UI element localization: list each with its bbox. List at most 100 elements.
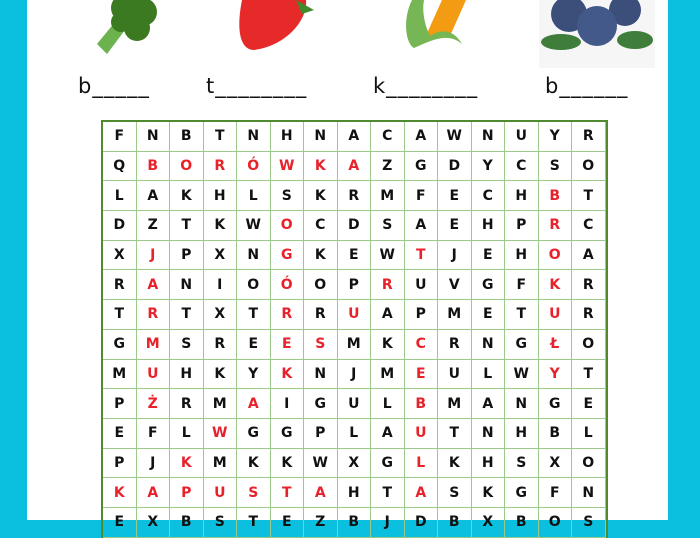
- grid-cell[interactable]: H: [471, 448, 505, 479]
- grid-cell[interactable]: C: [505, 151, 539, 182]
- grid-cell[interactable]: W: [505, 359, 539, 390]
- grid-cell[interactable]: G: [270, 240, 304, 271]
- grid-cell[interactable]: U: [337, 389, 371, 419]
- grid-cell[interactable]: X: [203, 300, 237, 330]
- grid-cell[interactable]: S: [237, 478, 271, 508]
- grid-cell[interactable]: T: [170, 211, 204, 241]
- grid-cell[interactable]: M: [337, 329, 371, 360]
- grid-cell[interactable]: M: [203, 389, 237, 419]
- grid-cell[interactable]: R: [572, 122, 606, 152]
- grid-cell[interactable]: G: [304, 389, 338, 419]
- grid-cell[interactable]: S: [538, 151, 572, 182]
- grid-cell[interactable]: X: [103, 240, 137, 271]
- grid-cell[interactable]: K: [203, 359, 237, 390]
- grid-cell[interactable]: W: [438, 122, 472, 152]
- grid-cell[interactable]: T: [237, 507, 271, 538]
- grid-cell[interactable]: T: [371, 478, 405, 508]
- grid-cell[interactable]: L: [371, 389, 405, 419]
- grid-cell[interactable]: E: [103, 418, 137, 449]
- grid-cell[interactable]: N: [237, 240, 271, 271]
- grid-cell[interactable]: J: [136, 448, 170, 479]
- grid-cell[interactable]: P: [505, 211, 539, 241]
- grid-cell[interactable]: D: [438, 151, 472, 182]
- grid-cell[interactable]: H: [505, 418, 539, 449]
- grid-cell[interactable]: O: [304, 270, 338, 301]
- grid-cell[interactable]: S: [270, 181, 304, 212]
- grid-cell[interactable]: K: [237, 448, 271, 479]
- grid-cell[interactable]: G: [471, 270, 505, 301]
- grid-cell[interactable]: D: [404, 507, 438, 538]
- grid-cell[interactable]: A: [237, 389, 271, 419]
- grid-cell[interactable]: I: [203, 270, 237, 301]
- grid-cell[interactable]: F: [505, 270, 539, 301]
- grid-cell[interactable]: P: [304, 418, 338, 449]
- grid-cell[interactable]: A: [471, 389, 505, 419]
- grid-cell[interactable]: E: [471, 240, 505, 271]
- grid-cell[interactable]: H: [337, 478, 371, 508]
- grid-cell[interactable]: E: [270, 507, 304, 538]
- grid-cell[interactable]: L: [237, 181, 271, 212]
- grid-cell[interactable]: S: [203, 507, 237, 538]
- grid-cell[interactable]: G: [505, 329, 539, 360]
- grid-cell[interactable]: X: [538, 448, 572, 479]
- grid-cell[interactable]: C: [404, 329, 438, 360]
- grid-cell[interactable]: K: [371, 329, 405, 360]
- grid-cell[interactable]: O: [538, 507, 572, 538]
- grid-cell[interactable]: A: [337, 151, 371, 182]
- grid-cell[interactable]: W: [371, 240, 405, 271]
- grid-cell[interactable]: R: [438, 329, 472, 360]
- grid-cell[interactable]: B: [438, 507, 472, 538]
- grid-cell[interactable]: E: [438, 211, 472, 241]
- grid-cell[interactable]: K: [170, 181, 204, 212]
- grid-cell[interactable]: N: [471, 122, 505, 152]
- grid-cell[interactable]: W: [203, 418, 237, 449]
- grid-cell[interactable]: Ż: [136, 389, 170, 419]
- grid-cell[interactable]: K: [438, 448, 472, 479]
- grid-cell[interactable]: U: [203, 478, 237, 508]
- grid-cell[interactable]: M: [438, 389, 472, 419]
- grid-cell[interactable]: G: [237, 418, 271, 449]
- grid-cell[interactable]: P: [103, 389, 137, 419]
- grid-cell[interactable]: X: [471, 507, 505, 538]
- grid-cell[interactable]: O: [170, 151, 204, 182]
- grid-cell[interactable]: F: [103, 122, 137, 152]
- grid-cell[interactable]: U: [404, 418, 438, 449]
- grid-cell[interactable]: J: [136, 240, 170, 271]
- grid-cell[interactable]: E: [438, 181, 472, 212]
- grid-cell[interactable]: K: [170, 448, 204, 479]
- grid-cell[interactable]: M: [371, 181, 405, 212]
- grid-cell[interactable]: A: [371, 418, 405, 449]
- grid-cell[interactable]: F: [404, 181, 438, 212]
- grid-cell[interactable]: X: [136, 507, 170, 538]
- grid-cell[interactable]: E: [404, 359, 438, 390]
- grid-cell[interactable]: K: [304, 151, 338, 182]
- grid-cell[interactable]: K: [270, 359, 304, 390]
- grid-cell[interactable]: U: [337, 300, 371, 330]
- grid-cell[interactable]: S: [304, 329, 338, 360]
- grid-cell[interactable]: T: [237, 300, 271, 330]
- grid-cell[interactable]: B: [337, 507, 371, 538]
- grid-cell[interactable]: K: [203, 211, 237, 241]
- grid-cell[interactable]: U: [136, 359, 170, 390]
- grid-cell[interactable]: F: [136, 418, 170, 449]
- grid-cell[interactable]: C: [572, 211, 606, 241]
- grid-cell[interactable]: B: [404, 389, 438, 419]
- grid-cell[interactable]: K: [304, 240, 338, 271]
- grid-cell[interactable]: T: [572, 181, 606, 212]
- grid-cell[interactable]: N: [304, 359, 338, 390]
- grid-cell[interactable]: T: [438, 418, 472, 449]
- grid-cell[interactable]: L: [404, 448, 438, 479]
- grid-cell[interactable]: N: [136, 122, 170, 152]
- grid-cell[interactable]: Ó: [270, 270, 304, 301]
- grid-cell[interactable]: H: [505, 240, 539, 271]
- grid-cell[interactable]: P: [337, 270, 371, 301]
- grid-cell[interactable]: B: [170, 122, 204, 152]
- grid-cell[interactable]: A: [304, 478, 338, 508]
- grid-cell[interactable]: N: [505, 389, 539, 419]
- grid-cell[interactable]: Y: [538, 122, 572, 152]
- grid-cell[interactable]: G: [404, 151, 438, 182]
- grid-cell[interactable]: H: [505, 181, 539, 212]
- grid-cell[interactable]: O: [538, 240, 572, 271]
- grid-cell[interactable]: E: [572, 389, 606, 419]
- grid-cell[interactable]: M: [203, 448, 237, 479]
